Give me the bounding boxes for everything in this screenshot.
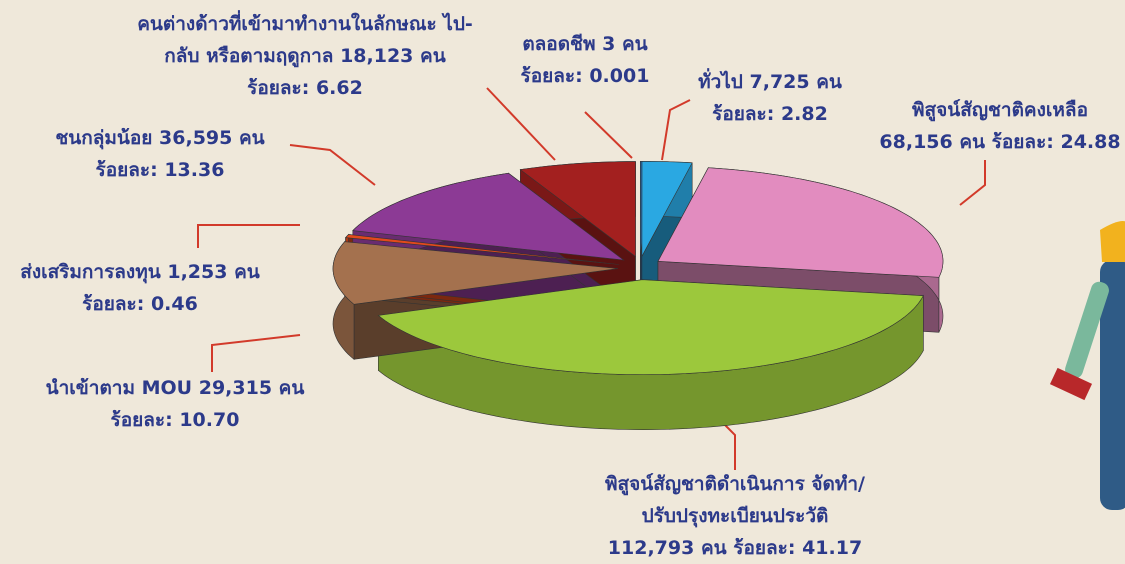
- value-label: ร้อยละ: 0.46: [82, 293, 198, 315]
- slice-label: ชนกลุ่มน้อย 36,595 คนร้อยละ: 13.36: [10, 122, 310, 186]
- value-label: ร้อยละ: 6.62: [247, 77, 363, 99]
- count-label: 3 คน: [602, 33, 648, 55]
- pie: [333, 161, 943, 429]
- leader-line: [487, 88, 555, 160]
- value-label: ร้อยละ: 0.001: [521, 65, 650, 87]
- leader-line: [960, 160, 985, 205]
- slice: [658, 168, 943, 278]
- count-label: 18,123 คน: [340, 45, 446, 67]
- slice-label: พิสูจน์สัญชาติดำเนินการ จัดทำ/ปรับปรุงทะ…: [585, 468, 885, 564]
- worker-figure: [1050, 221, 1125, 510]
- category-label: ตลอดชีพ: [522, 33, 595, 55]
- slice-label: พิสูจน์สัญชาติคงเหลือ 68,156 คน ร้อยละ: 2…: [850, 94, 1125, 158]
- slice-label: คนต่างด้าวที่เข้ามาทำงานในลักษณะ ไป-กลับ…: [130, 8, 480, 104]
- category-label: ส่งเสริมการลงทุน: [20, 261, 161, 283]
- count-label: 1,253 คน: [167, 261, 259, 283]
- leader-line: [585, 112, 632, 158]
- value-label: ร้อยละ: 24.88: [992, 131, 1121, 153]
- slice-label: ส่งเสริมการลงทุน 1,253 คนร้อยละ: 0.46: [0, 256, 310, 320]
- slice-label: นำเข้าตาม MOU 29,315 คนร้อยละ: 10.70: [0, 372, 355, 436]
- value-label: ร้อยละ: 41.17: [733, 537, 862, 559]
- count-label: 36,595 คน: [159, 127, 265, 149]
- count-label: 68,156 คน: [879, 131, 985, 153]
- leader-line: [212, 335, 300, 372]
- leader-line: [720, 420, 735, 470]
- category-label: พิสูจน์สัญชาติคงเหลือ: [912, 99, 1088, 121]
- category-label: นำเข้าตาม MOU: [46, 377, 192, 399]
- count-label: 112,793 คน: [608, 537, 727, 559]
- count-label: 7,725 คน: [750, 71, 842, 93]
- value-label: ร้อยละ: 10.70: [111, 409, 240, 431]
- leader-line: [198, 225, 300, 248]
- category-label: ชนกลุ่มน้อย: [55, 127, 152, 149]
- value-label: ร้อยละ: 2.82: [712, 103, 828, 125]
- category-label: พิสูจน์สัญชาติดำเนินการ จัดทำ/ปรับปรุงทะ…: [605, 473, 865, 527]
- count-label: 29,315 คน: [199, 377, 305, 399]
- category-label: ทั่วไป: [698, 71, 743, 93]
- value-label: ร้อยละ: 13.36: [96, 159, 225, 181]
